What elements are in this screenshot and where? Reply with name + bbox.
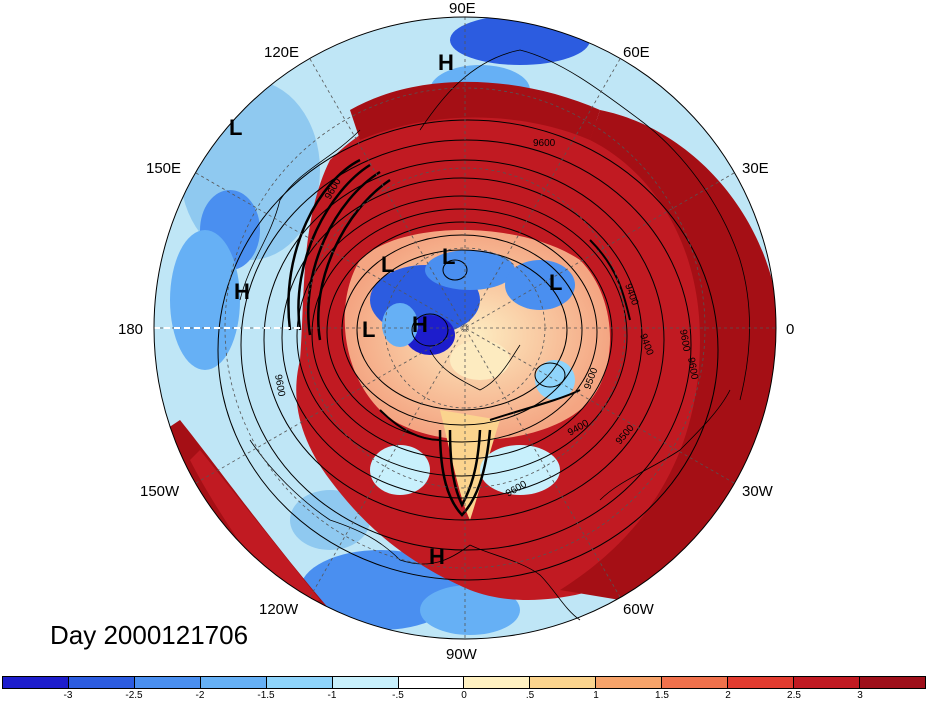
colorbar-bin	[662, 677, 729, 688]
contour-label: 9600	[677, 329, 692, 353]
low-marker: L	[229, 115, 242, 140]
colorbar-tick-label: 2	[725, 690, 731, 701]
low-marker: L	[549, 270, 562, 295]
pressure-centers: H L H L L L H L H	[229, 50, 562, 569]
lon-label-150e: 150E	[146, 160, 181, 177]
lon-label-60w: 60W	[623, 601, 655, 618]
colorbar-tick-label: 0	[461, 690, 467, 701]
colorbar-bin	[530, 677, 597, 688]
colorbar-bin	[200, 677, 267, 688]
colorbar-tick-label: .5	[525, 690, 535, 701]
low-marker: L	[362, 317, 375, 342]
lon-label-30e: 30E	[742, 160, 769, 177]
colorbar-bin	[398, 677, 465, 688]
colorbar-tick-label: -1.5	[257, 690, 275, 701]
longitude-labels: 90E 60E 30E 0 30W 60W 90W 120W 150W 180 …	[118, 0, 794, 663]
colorbar-bin	[794, 677, 860, 688]
colorbar	[2, 676, 926, 689]
colorbar-bin	[134, 677, 201, 688]
colorbar-ticks: -3 -2.5 -2 -1.5 -1 -.5 0 .5 1 1.5 2 2.5 3	[2, 690, 926, 702]
colorbar-tick-label: 1.5	[655, 690, 669, 701]
map-boundary	[153, 16, 777, 640]
contour-labels: 9600 9600 9600 9400 9600 9400 9400 9500 …	[272, 138, 700, 500]
high-marker: H	[438, 50, 454, 75]
lon-label-180: 180	[118, 321, 143, 338]
low-marker: L	[442, 244, 455, 269]
lon-label-0: 0	[786, 321, 794, 338]
colorbar-bin	[266, 677, 333, 688]
colorbar-tick-label: -.5	[392, 690, 404, 701]
colorbar-tick-label: -2.5	[125, 690, 143, 701]
lon-label-150w: 150W	[140, 483, 180, 500]
colorbar-tick-label: -1	[327, 690, 337, 701]
colorbar-bin	[464, 677, 531, 688]
lon-label-120w: 120W	[259, 601, 299, 618]
contour-label: 9600	[685, 357, 700, 381]
colorbar-bin	[3, 677, 69, 688]
colorbar-bin	[728, 677, 795, 688]
height-contours	[217, 119, 719, 581]
high-marker: H	[412, 312, 428, 337]
colorbar-tick-label: 1	[593, 690, 599, 701]
lon-label-30w: 30W	[742, 483, 774, 500]
lon-label-60e: 60E	[623, 44, 650, 61]
high-marker: H	[234, 279, 250, 304]
lon-label-120e: 120E	[264, 44, 299, 61]
lon-label-90e: 90E	[449, 0, 476, 17]
day-label: Day 2000121706	[50, 620, 249, 650]
colorbar-tick-label: -3	[63, 690, 73, 701]
colorbar-tick-label: -2	[195, 690, 205, 701]
colorbar-bin	[596, 677, 663, 688]
colorbar-bin	[68, 677, 135, 688]
low-marker: L	[381, 252, 394, 277]
coastlines	[239, 49, 750, 621]
colorbar-tick-label: 3	[857, 690, 863, 701]
contour-label: 9600	[533, 138, 556, 149]
colorbar-bin	[332, 677, 399, 688]
contour-label: 9600	[272, 374, 287, 398]
lon-label-90w: 90W	[446, 646, 478, 663]
colorbar-bin	[859, 677, 925, 688]
colorbar-tick-label: 2.5	[787, 690, 801, 701]
high-marker: H	[429, 544, 445, 569]
